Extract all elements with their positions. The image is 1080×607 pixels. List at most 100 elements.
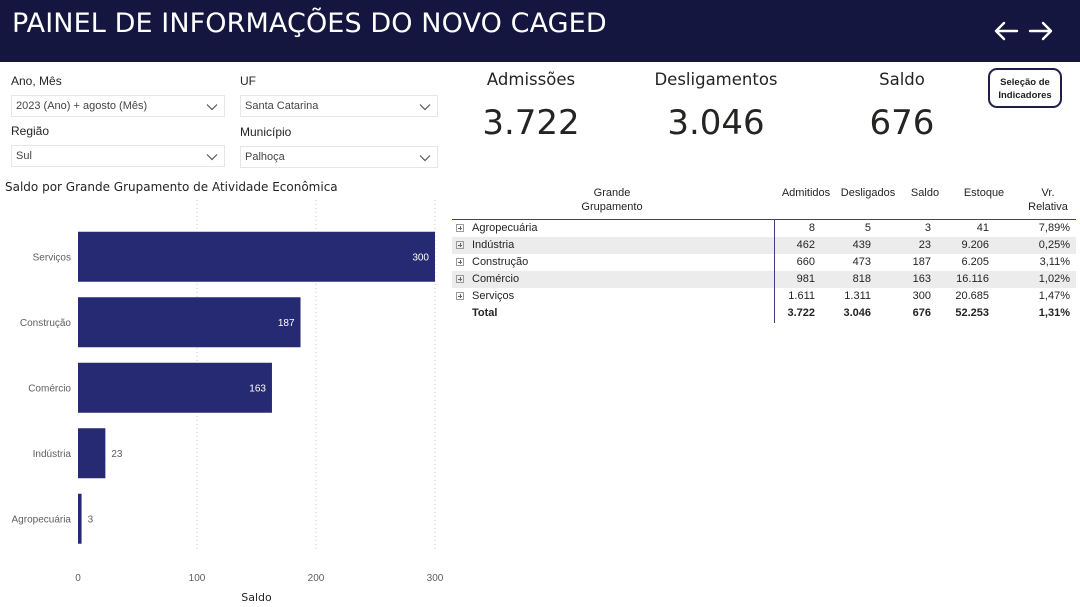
cell-admitidos: 462 <box>796 239 815 251</box>
kpi-saldo-label: Saldo <box>879 70 925 89</box>
chevron-down-icon <box>206 101 218 113</box>
table-row[interactable]: Construção 660 473 187 6.205 3,11% <box>452 254 1076 271</box>
header-estoque[interactable]: Estoque <box>963 187 1005 199</box>
filter-municipio-label: Município <box>240 125 292 139</box>
bar <box>78 231 435 282</box>
expand-plus-icon[interactable] <box>456 275 464 283</box>
data-label: 163 <box>249 383 266 394</box>
kpi-desligamentos: Desligamentos 3.046 <box>641 70 791 143</box>
cell-vr: 1,02% <box>1038 273 1070 285</box>
cell-vr: 1,31% <box>1038 307 1070 319</box>
chevron-down-icon <box>419 152 431 164</box>
header-grupamento[interactable]: Grande Grupamento <box>581 187 643 213</box>
category-label: Indústria <box>33 449 72 460</box>
selecao-indicadores-button[interactable]: Seleção de Indicadores <box>988 68 1062 108</box>
expand-plus-icon[interactable] <box>456 241 464 249</box>
cell-admitidos: 3.722 <box>787 307 815 319</box>
x-tick-label: 100 <box>189 573 206 584</box>
cell-saldo: 23 <box>918 239 931 251</box>
municipio-value: Palhoça <box>245 151 285 163</box>
cell-estoque: 20.685 <box>955 290 989 302</box>
cell-saldo: 3 <box>924 222 931 234</box>
row-grupamento: Construção <box>472 256 529 268</box>
x-tick-label: 300 <box>427 573 444 584</box>
data-label: 187 <box>278 318 295 329</box>
grupamento-matrix: Grande Grupamento Admitidos Desligados S… <box>452 180 1076 323</box>
table-row[interactable]: Agropecuária 8 5 3 41 7,89% <box>452 220 1076 237</box>
kpi-desligamentos-value: 3.046 <box>667 103 765 143</box>
kpi-saldo: Saldo 676 <box>852 70 952 143</box>
cell-estoque: 41 <box>976 222 989 234</box>
table-row[interactable]: Indústria 462 439 23 9.206 0,25% <box>452 237 1076 254</box>
matrix-divider <box>774 220 775 323</box>
chevron-down-icon <box>419 101 431 113</box>
cell-estoque: 9.206 <box>961 239 989 251</box>
cell-saldo: 676 <box>912 307 931 319</box>
kpi-admissoes-label: Admissões <box>486 70 576 89</box>
cell-admitidos: 8 <box>808 222 815 234</box>
row-grupamento: Indústria <box>472 239 515 251</box>
data-label: 300 <box>412 252 429 263</box>
filter-ano-mes: Ano, Mês 2023 (Ano) + agosto (Mês) <box>11 73 225 117</box>
header-admitidos[interactable]: Admitidos <box>781 187 831 199</box>
cell-vr: 3,11% <box>1039 256 1070 268</box>
regiao-dropdown[interactable]: Sul <box>11 145 225 167</box>
cell-admitidos: 1.611 <box>788 290 815 302</box>
cell-admitidos: 981 <box>796 273 815 285</box>
row-grupamento: Serviços <box>472 290 515 302</box>
selecao-button-line1: Seleção de <box>1000 77 1050 88</box>
category-label: Agropecuária <box>12 514 72 525</box>
arrow-left-icon[interactable] <box>993 18 1019 44</box>
report-header: PAINEL DE INFORMAÇÕES DO NOVO CAGED <box>0 0 1080 62</box>
category-label: Serviços <box>33 252 71 263</box>
category-label: Comércio <box>28 383 71 394</box>
expand-plus-icon[interactable] <box>456 292 464 300</box>
expand-plus-icon[interactable] <box>456 258 464 266</box>
kpi-saldo-value: 676 <box>869 103 935 143</box>
cell-desligados: 5 <box>864 222 871 234</box>
cell-vr: 1,47% <box>1038 290 1070 302</box>
cell-desligados: 1.311 <box>844 290 871 302</box>
matrix-header: Grande Grupamento Admitidos Desligados S… <box>452 180 1076 220</box>
chart-title: Saldo por Grande Grupamento de Atividade… <box>5 180 338 194</box>
ano-mes-value: 2023 (Ano) + agosto (Mês) <box>16 100 148 112</box>
filter-ano-mes-label: Ano, Mês <box>11 74 62 88</box>
cell-desligados: 473 <box>852 256 871 268</box>
header-saldo[interactable]: Saldo <box>910 187 940 199</box>
filter-uf-label: UF <box>240 74 256 88</box>
header-desligados[interactable]: Desligados <box>840 187 896 199</box>
cell-desligados: 3.046 <box>843 307 871 319</box>
filter-uf: UF Santa Catarina <box>240 73 438 117</box>
filter-regiao-label: Região <box>11 124 50 138</box>
row-grupamento: Comércio <box>472 273 520 285</box>
bar <box>78 297 301 348</box>
cell-estoque: 16.116 <box>956 273 989 285</box>
cell-estoque: 6.205 <box>961 256 989 268</box>
uf-dropdown[interactable]: Santa Catarina <box>240 95 438 117</box>
saldo-bar-chart: 0 100 200 300 Serviços 300 Construção 187 Comérc… <box>12 200 444 604</box>
arrow-right-icon[interactable] <box>1028 18 1054 44</box>
bar <box>78 428 106 479</box>
data-label: 23 <box>111 449 123 460</box>
filter-municipio: Município Palhoça <box>240 124 438 168</box>
header-vr-line1: Vr. <box>1041 187 1055 199</box>
table-row[interactable]: Comércio 981 818 163 16.116 1,02% <box>452 271 1076 288</box>
cell-desligados: 818 <box>852 273 871 285</box>
cell-desligados: 439 <box>852 239 871 251</box>
regiao-value: Sul <box>16 150 32 162</box>
ano-mes-dropdown[interactable]: 2023 (Ano) + agosto (Mês) <box>11 95 225 117</box>
uf-value: Santa Catarina <box>245 100 319 112</box>
municipio-dropdown[interactable]: Palhoça <box>240 146 438 168</box>
category-label: Construção <box>20 318 72 329</box>
cell-saldo: 187 <box>912 256 931 268</box>
cell-vr: 0,25% <box>1038 239 1070 251</box>
x-tick-label: 0 <box>75 573 81 584</box>
matrix-body: Agropecuária 8 5 3 41 7,89% Indústria 462 439 23 9… <box>452 220 1076 322</box>
cell-vr: 7,89% <box>1038 222 1070 234</box>
kpi-desligamentos-label: Desligamentos <box>654 70 778 89</box>
x-axis-title: Saldo <box>241 591 272 604</box>
header-vr-relativa[interactable]: Vr. Relativa <box>1026 186 1070 214</box>
table-row[interactable]: Serviços 1.611 1.311 300 20.685 1,47% <box>452 288 1076 305</box>
expand-plus-icon[interactable] <box>456 224 464 232</box>
table-total-row[interactable]: Total 3.722 3.046 676 52.253 1,31% <box>452 305 1076 322</box>
